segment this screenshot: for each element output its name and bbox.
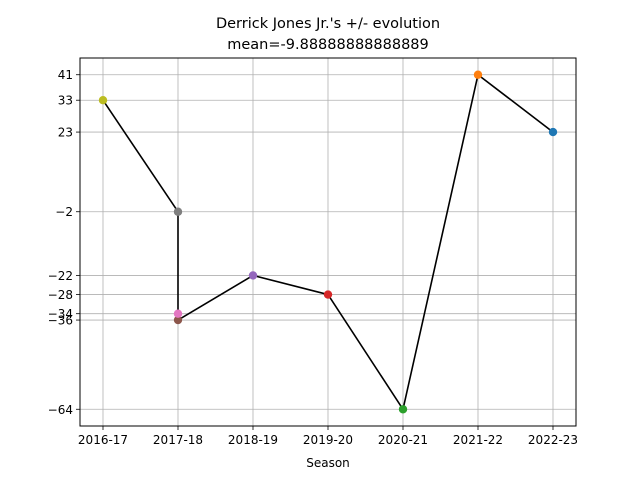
x-tick-label: 2020-21 — [378, 433, 428, 447]
x-axis-title: Season — [306, 456, 350, 470]
y-tick-label: −36 — [48, 314, 73, 328]
data-point-2021-22 — [473, 70, 483, 79]
data-points — [98, 70, 558, 414]
y-tick-label: −22 — [48, 269, 73, 283]
x-tick-label: 2019-20 — [303, 433, 353, 447]
y-tick-label: 33 — [58, 94, 73, 108]
y-tick-label: −2 — [55, 205, 73, 219]
y-tick-label: −28 — [48, 288, 73, 302]
y-tick-label: 41 — [58, 68, 73, 82]
y-tick-label: 23 — [58, 126, 73, 140]
data-point-2020-21 — [398, 405, 408, 414]
y-tick-label: −64 — [48, 403, 73, 417]
x-tick-label: 2018-19 — [228, 433, 278, 447]
x-tick-label: 2016-17 — [78, 433, 128, 447]
x-tick-label: 2022-23 — [528, 433, 578, 447]
data-point-2017-18 — [173, 207, 183, 216]
y-axis-ticks: 41 33 23 −2 −22 −28 −34−36 −64 — [48, 68, 80, 417]
x-tick-label: 2021-22 — [453, 433, 503, 447]
y-tick-label: −34 — [48, 307, 73, 321]
x-tick-label: 2017-18 — [153, 433, 203, 447]
chart-title: Derrick Jones Jr.'s +/- evolution — [216, 16, 440, 32]
data-point-2022-23 — [548, 127, 558, 137]
data-point-2019-20 — [323, 290, 333, 299]
data-point-2016-17 — [98, 96, 108, 105]
chart-subtitle: mean=-9.88888888888889 — [227, 37, 429, 53]
data-point-2017-18 — [173, 309, 183, 318]
x-axis-ticks: 2016-17 2017-18 2018-19 2019-20 2020-21 2021-… — [78, 426, 578, 447]
data-point-2018-19 — [248, 271, 258, 280]
data-point-2017-18 — [173, 315, 183, 325]
